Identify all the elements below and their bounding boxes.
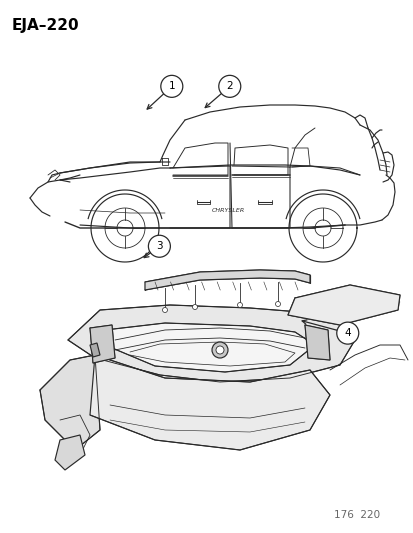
Circle shape [216, 346, 223, 354]
Polygon shape [90, 325, 115, 363]
Circle shape [218, 75, 240, 98]
Circle shape [162, 308, 167, 312]
Text: CHRYSLER: CHRYSLER [211, 207, 244, 213]
Circle shape [148, 235, 170, 257]
Polygon shape [145, 270, 309, 290]
Circle shape [160, 75, 183, 98]
Text: 1: 1 [168, 82, 175, 91]
Circle shape [192, 304, 197, 310]
Text: EJA–220: EJA–220 [12, 18, 79, 33]
Polygon shape [55, 435, 85, 470]
Polygon shape [304, 325, 329, 360]
Polygon shape [40, 355, 100, 450]
Polygon shape [287, 285, 399, 325]
Text: 176  220: 176 220 [333, 510, 379, 520]
Polygon shape [105, 323, 314, 372]
Text: 3: 3 [156, 241, 162, 251]
Polygon shape [68, 305, 354, 382]
Circle shape [336, 322, 358, 344]
Text: 2: 2 [226, 82, 233, 91]
Circle shape [237, 303, 242, 308]
Circle shape [211, 342, 228, 358]
Circle shape [275, 302, 280, 306]
Text: 4: 4 [344, 328, 350, 338]
Polygon shape [90, 355, 329, 450]
Polygon shape [90, 343, 100, 357]
